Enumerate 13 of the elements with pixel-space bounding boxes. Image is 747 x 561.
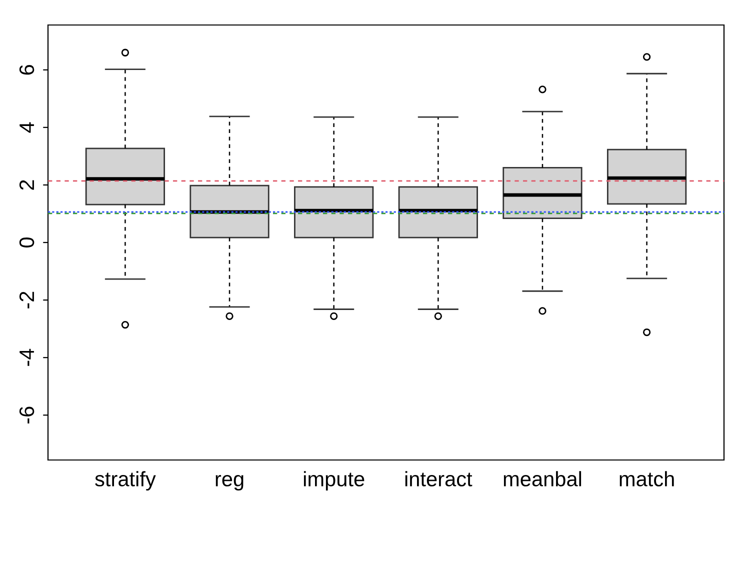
y-tick-label: 2 [19, 180, 34, 190]
y-tick-label: 0 [19, 238, 34, 248]
y-tick-label: 6 [19, 65, 34, 75]
x-tick-label: match [620, 471, 674, 486]
y-tick-label: -2 [19, 292, 34, 308]
y-tick-label: -6 [19, 406, 34, 424]
y-tick-label: -4 [20, 348, 34, 366]
y-tick-label: 4 [20, 122, 34, 133]
x-tick-label: reg [216, 475, 244, 491]
x-tick-label: meanbal [504, 471, 582, 486]
x-tick-label: stratify [95, 471, 156, 491]
x-tick-label: impute [304, 471, 364, 491]
x-tick-label: interact [405, 471, 472, 486]
